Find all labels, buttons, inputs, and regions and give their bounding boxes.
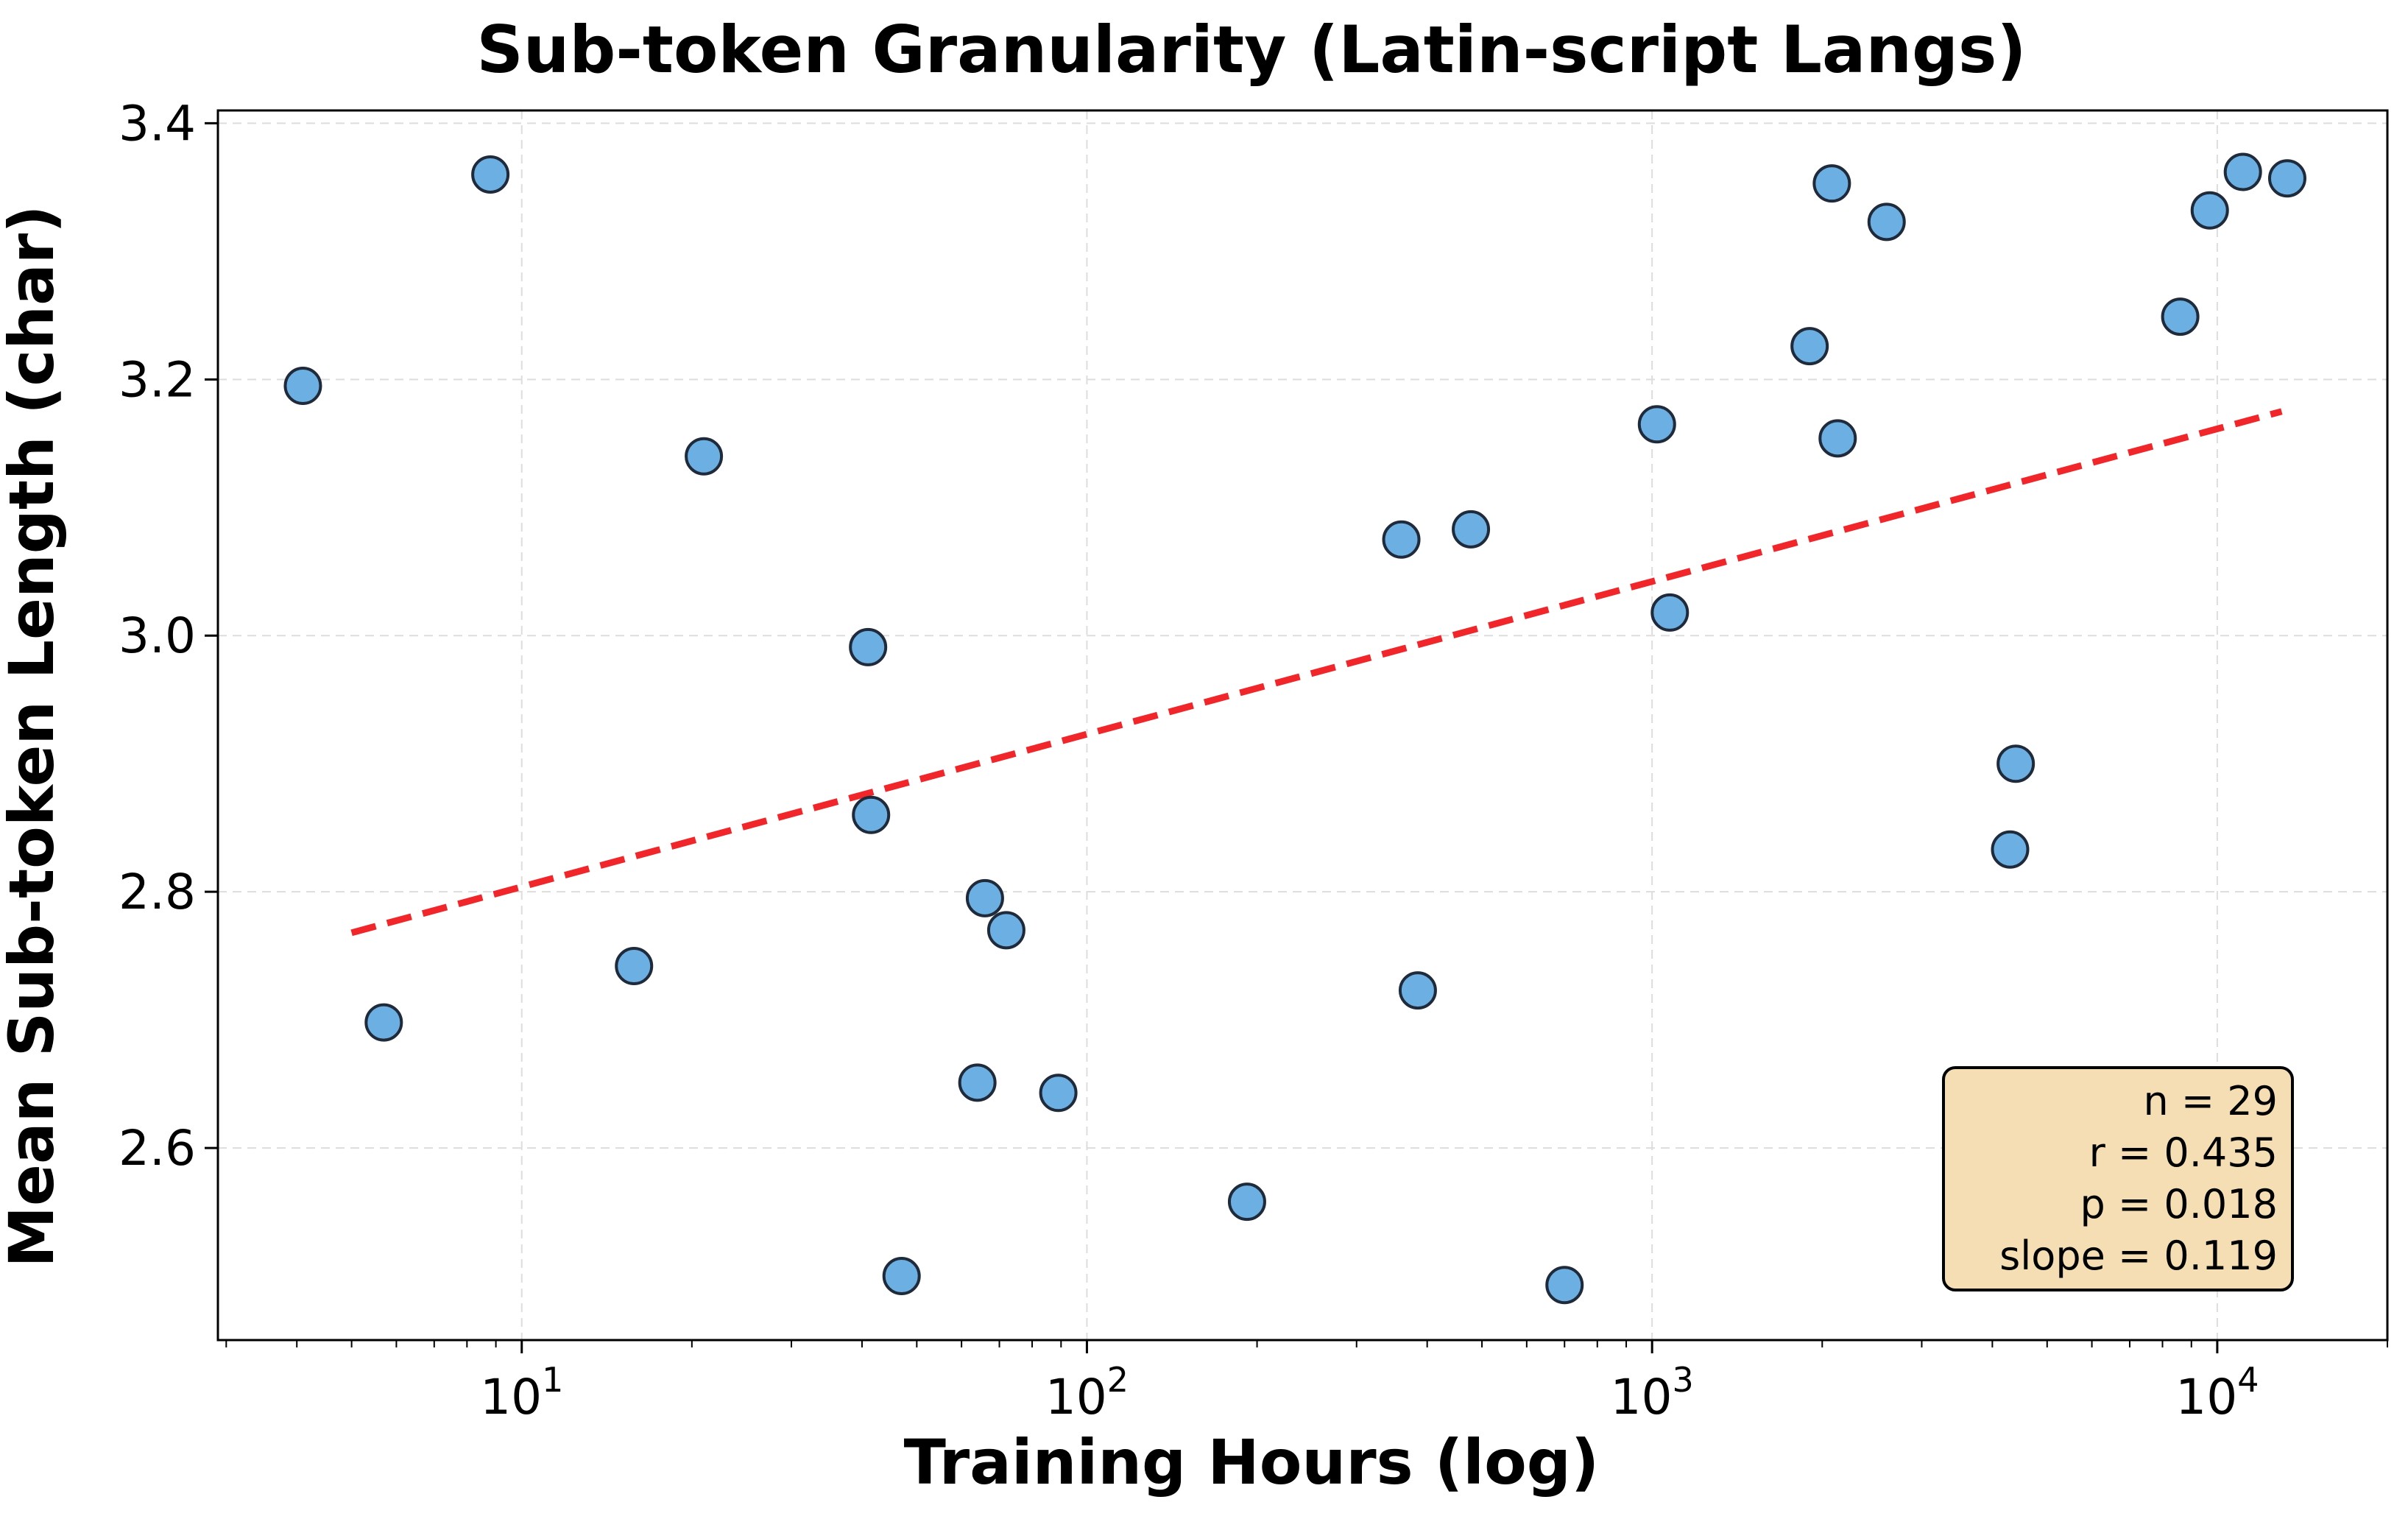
data-point: [1812, 164, 1851, 203]
data-point: [471, 155, 510, 194]
stats-slope: slope = 0.119: [1999, 1233, 2278, 1279]
data-point: [1996, 744, 2035, 783]
data-point: [852, 795, 891, 834]
data-point: [2161, 297, 2200, 336]
data-point: [986, 911, 1025, 950]
y-tick-label: 3.0: [119, 607, 196, 664]
data-point: [1991, 830, 2030, 869]
y-tick-label: 3.2: [119, 351, 196, 408]
data-point: [1790, 327, 1829, 366]
data-point: [958, 1063, 997, 1102]
data-point: [364, 1003, 403, 1042]
data-point: [2223, 152, 2262, 191]
stats-box-background: [1942, 1066, 2294, 1291]
data-point: [882, 1257, 921, 1296]
data-point: [1452, 510, 1491, 549]
data-point: [283, 367, 322, 406]
y-axis-label: Mean Sub-token Length (char): [0, 205, 68, 1267]
fit-line: [350, 408, 2283, 937]
fit-line-layer: [350, 408, 2283, 937]
x-axis-label: Training Hours (log): [904, 1426, 1600, 1498]
y-tick-label: 3.4: [119, 95, 196, 152]
data-point: [1382, 520, 1421, 559]
x-axis: 101 102 103 104: [225, 1340, 2388, 1425]
stats-n: n = 29: [2143, 1078, 2278, 1124]
data-point: [1039, 1074, 1078, 1113]
plot-frame: [216, 109, 2389, 1342]
stats-r: r = 0.435: [2089, 1129, 2278, 1176]
y-tick-label: 2.6: [119, 1120, 196, 1177]
stats-p: p = 0.018: [2080, 1181, 2278, 1227]
data-point: [1818, 419, 1857, 458]
data-point: [1227, 1183, 1266, 1222]
data-point: [1545, 1266, 1584, 1305]
data-point: [1637, 405, 1676, 444]
x-tick-label: 101: [480, 1360, 563, 1425]
y-tick-label: 2.8: [119, 864, 196, 920]
x-tick-label: 104: [2175, 1360, 2259, 1425]
data-point: [1650, 593, 1690, 632]
y-axis: 2.6 2.8 3.0 3.2 3.4: [119, 95, 218, 1177]
data-point: [2190, 191, 2229, 230]
points-layer: [283, 152, 2306, 1305]
x-tick-label: 103: [1611, 1360, 1694, 1425]
data-point: [615, 947, 654, 986]
data-point: [965, 878, 1004, 917]
stats-box: n = 29 r = 0.435 p = 0.018 slope = 0.119: [1942, 1066, 2294, 1291]
data-point: [1867, 202, 1906, 242]
x-tick-label: 102: [1045, 1360, 1129, 1425]
data-point: [2267, 159, 2306, 198]
chart-title: Sub-token Granularity (Latin-script Lang…: [476, 12, 2026, 88]
data-point: [849, 627, 888, 666]
data-point: [685, 437, 724, 476]
data-point: [1398, 971, 1437, 1010]
